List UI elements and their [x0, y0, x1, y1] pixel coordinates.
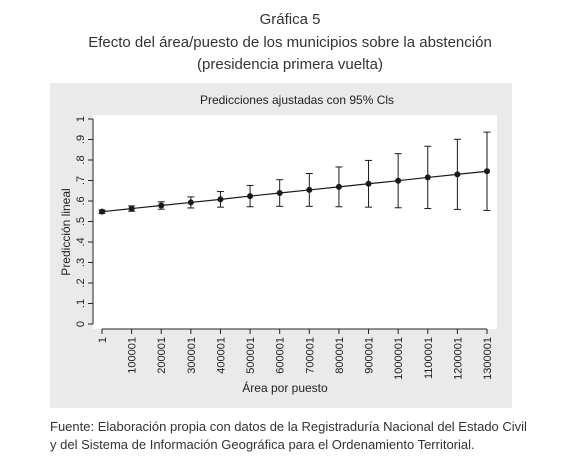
series-line-group — [101, 170, 488, 213]
x-tick-label: 700001 — [304, 337, 316, 374]
y-tick-label: .7 — [75, 176, 87, 185]
x-tick-label: 1200001 — [452, 337, 464, 380]
data-point — [128, 205, 135, 212]
figure-title-line2: (presidencia primera vuelta) — [197, 56, 383, 73]
y-tick-label: 1 — [75, 116, 87, 122]
figure-title-line1: Efecto del área/puesto de los municipios… — [88, 34, 492, 51]
data-point — [484, 168, 490, 175]
data-point — [306, 186, 313, 193]
y-tick-label: .2 — [75, 278, 87, 287]
y-tick-label: .6 — [75, 196, 87, 205]
y-tick-label: .5 — [75, 217, 87, 226]
x-tick-label: 200001 — [156, 337, 168, 374]
y-axis: 0 .1 .2 .3 .4 .5 .6 .7 .8 .9 1 — [75, 116, 94, 327]
data-point — [395, 177, 402, 184]
x-tick-label: 1000001 — [393, 337, 405, 380]
y-tick-label: .3 — [75, 258, 87, 267]
figure-label: Gráfica 5 — [259, 11, 321, 28]
x-tick-label: 1 — [97, 337, 109, 343]
chart: Predicciones ajustadas con 95% Cls 0 .1 .2… — [50, 83, 512, 408]
data-point — [99, 208, 105, 215]
source-note-line1: Fuente: Elaboración propia con datos de … — [50, 419, 527, 434]
x-tick-label: 1300001 — [482, 337, 494, 380]
data-point — [424, 174, 431, 181]
data-point — [187, 199, 194, 206]
x-tick-label: 1100001 — [423, 337, 435, 379]
data-point — [335, 183, 342, 190]
confidence-intervals — [98, 131, 491, 214]
x-axis: 1 100001 200001 300001 400001 500001 600001 700… — [97, 328, 494, 380]
data-point — [158, 202, 165, 209]
series-line — [101, 170, 488, 213]
x-tick-label: 900001 — [364, 337, 376, 374]
x-tick-label: 300001 — [186, 337, 198, 374]
x-tick-label: 500001 — [245, 337, 257, 374]
x-tick-label: 400001 — [215, 337, 227, 374]
y-tick-label: .8 — [75, 155, 87, 164]
x-axis-label: Área por puesto — [242, 380, 328, 395]
x-tick-label: 800001 — [334, 337, 346, 374]
data-point — [454, 171, 461, 178]
y-axis-label: Predicción lineal — [59, 188, 73, 275]
x-tick-label: 100001 — [127, 337, 139, 374]
data-point — [276, 190, 283, 197]
data-points — [99, 168, 490, 215]
y-tick-label: 0 — [75, 321, 87, 327]
plot-area — [93, 115, 497, 329]
data-point — [365, 180, 372, 187]
source-note-line2: y del Sistema de Información Geográfica … — [50, 437, 475, 452]
y-tick-label: .4 — [75, 237, 87, 246]
y-tick-label: .1 — [75, 299, 87, 308]
y-tick-label: .9 — [75, 135, 87, 144]
x-tick-label: 600001 — [275, 337, 287, 374]
data-point — [247, 193, 254, 200]
chart-title: Predicciones ajustadas con 95% Cls — [200, 93, 394, 107]
data-point — [217, 196, 224, 203]
